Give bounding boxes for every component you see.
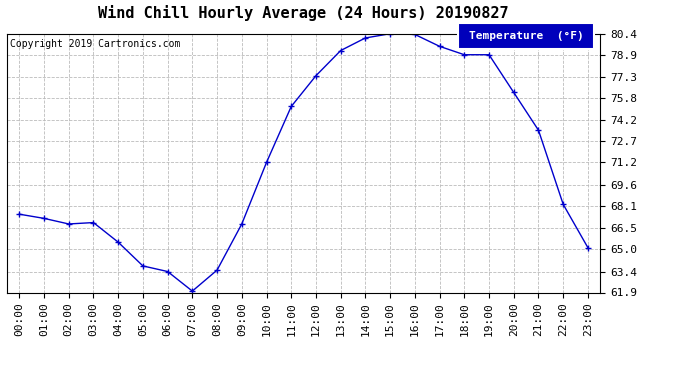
Text: Copyright 2019 Cartronics.com: Copyright 2019 Cartronics.com xyxy=(10,39,180,49)
Title: Wind Chill Hourly Average (24 Hours) 20190827: Wind Chill Hourly Average (24 Hours) 201… xyxy=(98,5,509,21)
